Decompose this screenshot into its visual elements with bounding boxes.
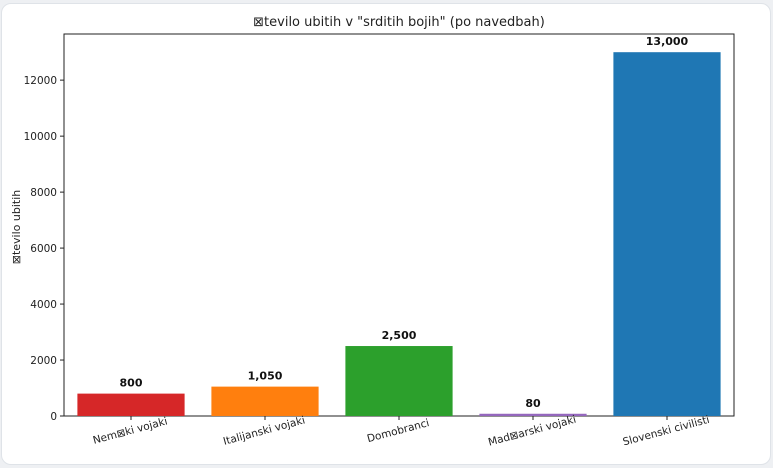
bar-value-label: 13,000 [646,35,689,48]
bar [211,386,319,416]
bar [77,393,185,416]
y-tick-label: 0 [50,411,57,423]
chart-frame: ⊠tevilo ubitih v "srditih bojih" (po nav… [1,3,771,465]
bar [613,52,721,416]
x-tick-label: Slovenski civilisti [622,414,711,449]
bar [345,346,453,416]
y-tick-label: 10000 [24,131,57,143]
bar-value-label: 800 [120,377,143,390]
bar-value-label: 2,500 [382,329,417,342]
y-tick-label: 12000 [24,75,57,87]
y-tick-label: 4000 [30,299,57,311]
y-axis-label: ⊠tevilo ubitih [10,190,23,265]
bar [479,413,587,416]
x-tick-label: Italijanski vojaki [222,414,307,447]
bar-value-label: 1,050 [248,370,283,383]
bar-chart: ⊠tevilo ubitih v "srditih bojih" (po nav… [10,15,735,449]
bar-value-label: 80 [525,397,541,410]
chart-title: ⊠tevilo ubitih v "srditih bojih" (po nav… [253,15,545,30]
x-tick-label: Domobranci [366,417,431,445]
y-tick-label: 2000 [30,355,57,367]
x-tick-label: Nem⊠ki vojaki [92,415,169,446]
y-tick-label: 6000 [30,243,57,255]
x-tick-label: Mad⊠arski vojaki [487,414,578,449]
y-tick-label: 8000 [30,187,57,199]
